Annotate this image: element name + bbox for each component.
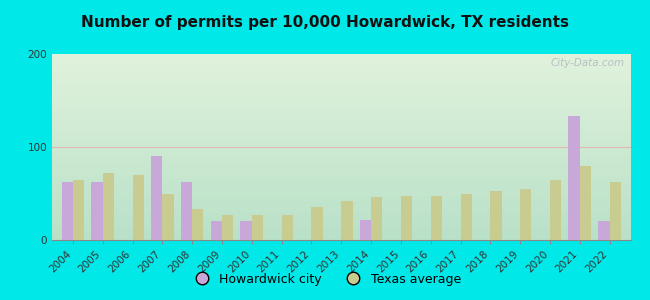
Bar: [490, 191, 502, 240]
Bar: [103, 173, 114, 240]
Bar: [598, 221, 610, 240]
Bar: [281, 215, 293, 240]
Bar: [311, 208, 323, 240]
Bar: [550, 179, 562, 240]
Legend: Howardwick city, Texas average: Howardwick city, Texas average: [184, 268, 466, 291]
Bar: [580, 166, 591, 240]
Bar: [240, 221, 252, 240]
Bar: [401, 196, 412, 240]
Bar: [371, 197, 382, 240]
Bar: [341, 201, 352, 240]
Bar: [162, 194, 174, 240]
Bar: [151, 156, 162, 240]
Bar: [431, 196, 442, 240]
Bar: [62, 182, 73, 240]
Bar: [181, 182, 192, 240]
Bar: [133, 175, 144, 240]
Bar: [359, 220, 371, 240]
Text: Number of permits per 10,000 Howardwick, TX residents: Number of permits per 10,000 Howardwick,…: [81, 15, 569, 30]
Bar: [73, 179, 84, 240]
Bar: [520, 189, 532, 240]
Bar: [461, 194, 472, 240]
Bar: [610, 182, 621, 240]
Bar: [211, 221, 222, 240]
Bar: [252, 215, 263, 240]
Bar: [569, 116, 580, 240]
Bar: [192, 209, 203, 240]
Bar: [92, 182, 103, 240]
Text: City-Data.com: City-Data.com: [551, 58, 625, 68]
Bar: [222, 215, 233, 240]
